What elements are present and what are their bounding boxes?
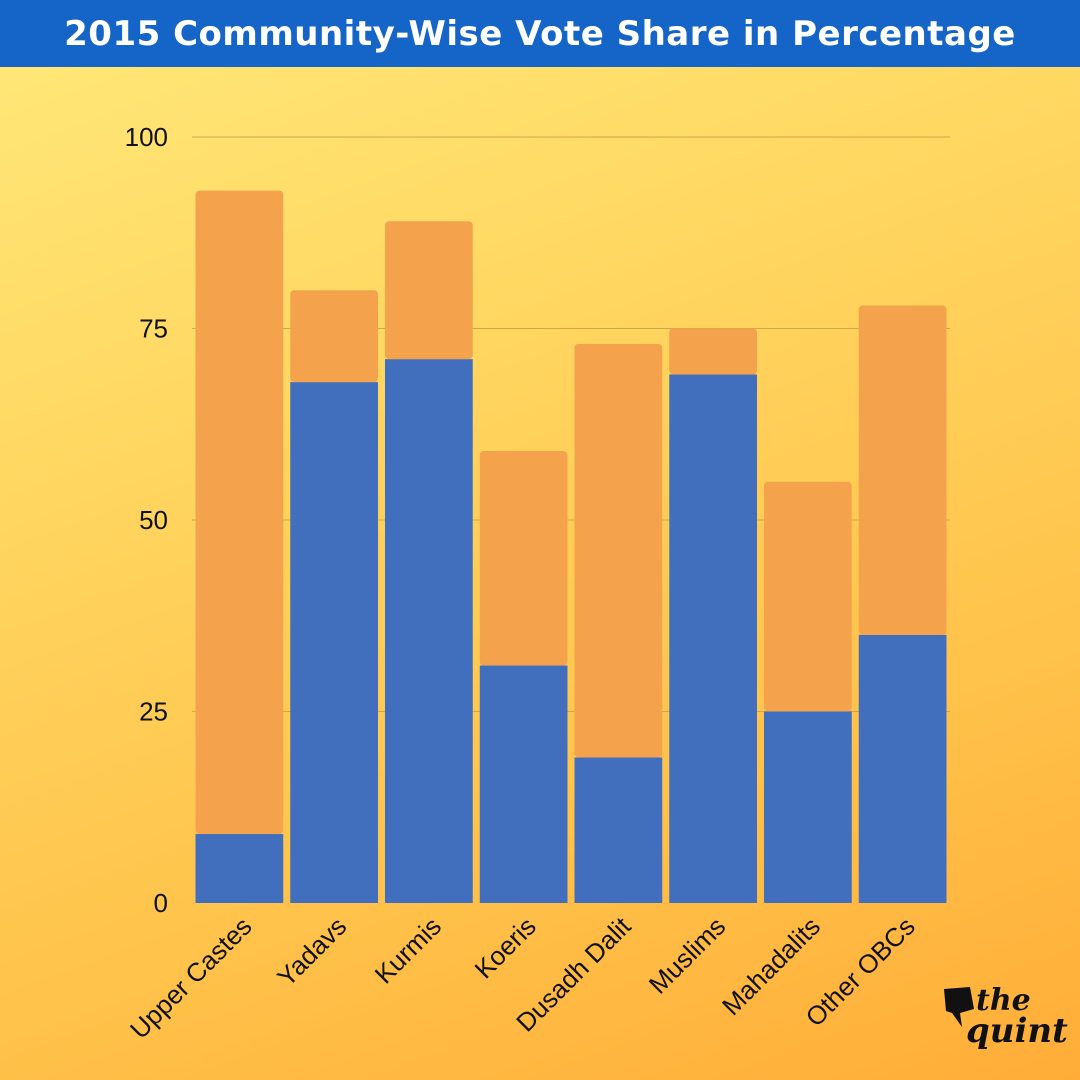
bar-segment-blue — [669, 374, 757, 904]
y-tick-label: 0 — [154, 888, 168, 918]
y-tick-label: 50 — [139, 505, 168, 535]
bar-segment-orange — [764, 481, 852, 712]
y-axis-ticks: 0 25 50 75 100 — [125, 122, 168, 918]
bar-segment-orange — [290, 290, 378, 383]
bar-segment-blue — [479, 665, 568, 903]
x-category-label: Upper Castes — [124, 911, 258, 1045]
bar-segment-orange — [479, 451, 568, 666]
bars — [195, 190, 947, 904]
bar-segment-orange — [858, 305, 947, 635]
bar-segment-orange — [669, 328, 757, 375]
bar-segment-blue — [574, 757, 663, 903]
bar-segment-orange — [385, 221, 473, 360]
bar-segment-blue — [764, 711, 852, 903]
bar-segment-orange — [574, 343, 663, 758]
y-tick-label: 100 — [125, 122, 168, 152]
bar-segment-orange — [195, 190, 284, 835]
bar-segment-blue — [385, 359, 473, 903]
bar-segment-blue — [290, 382, 378, 903]
x-category-label: Koeris — [469, 911, 542, 984]
x-category-label: Yadavs — [271, 911, 352, 992]
bar-segment-blue — [858, 634, 947, 903]
bar-segment-blue — [195, 834, 284, 903]
logo-quint: quint — [966, 1011, 1068, 1051]
chart-title: 2015 Community-Wise Vote Share in Percen… — [0, 0, 1080, 67]
y-tick-label: 75 — [139, 314, 168, 344]
quint-speech-bubble-icon — [944, 987, 974, 1027]
x-category-label: Kurmis — [369, 911, 447, 989]
x-category-label: Muslims — [643, 911, 732, 1000]
logo-the: the — [976, 983, 1031, 1018]
the-quint-logo: the quint — [940, 983, 1068, 1055]
y-tick-label: 25 — [139, 697, 168, 727]
